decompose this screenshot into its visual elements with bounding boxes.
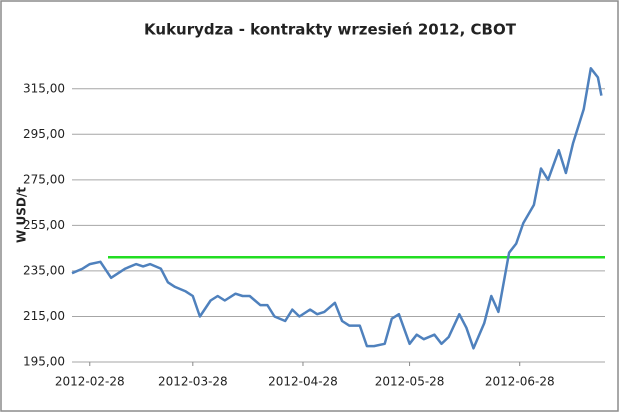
data-line xyxy=(71,67,603,350)
y-tick-label: 195,00 xyxy=(23,355,65,369)
chart-title: Kukurydza - kontrakty wrzesień 2012, CBO… xyxy=(144,21,517,39)
y-tick-label: 255,00 xyxy=(23,218,65,232)
y-tick-label: 215,00 xyxy=(23,309,65,323)
x-tick-label: 2012-05-28 xyxy=(375,375,445,389)
y-tick-label: 315,00 xyxy=(23,81,65,95)
x-tick-label: 2012-03-28 xyxy=(158,375,228,389)
y-tick-label: 235,00 xyxy=(23,263,65,277)
y-tick-label: 295,00 xyxy=(23,127,65,141)
x-tick-label: 2012-06-28 xyxy=(485,375,555,389)
x-tick-label: 2012-04-28 xyxy=(268,375,338,389)
y-axis-label: W USD/t xyxy=(15,187,29,243)
x-tick-label: 2012-02-28 xyxy=(55,375,125,389)
y-tick-label: 275,00 xyxy=(23,172,65,186)
